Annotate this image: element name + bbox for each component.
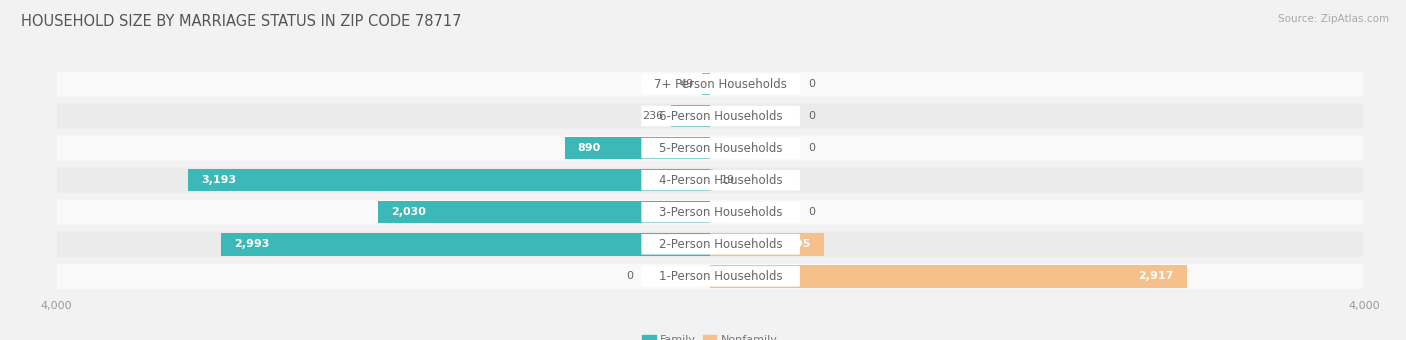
FancyBboxPatch shape (641, 74, 800, 94)
Text: 3,193: 3,193 (201, 175, 236, 185)
Text: 19: 19 (721, 175, 735, 185)
Text: 2,993: 2,993 (233, 239, 270, 249)
Bar (221, 233, 710, 256)
Text: 2,030: 2,030 (391, 207, 426, 217)
Bar (710, 233, 824, 256)
Bar (188, 169, 710, 191)
Bar (710, 265, 1187, 288)
Bar (710, 169, 713, 191)
Text: 49: 49 (679, 79, 693, 89)
FancyBboxPatch shape (641, 170, 800, 190)
FancyBboxPatch shape (58, 168, 1362, 193)
FancyBboxPatch shape (641, 106, 800, 126)
Text: HOUSEHOLD SIZE BY MARRIAGE STATUS IN ZIP CODE 78717: HOUSEHOLD SIZE BY MARRIAGE STATUS IN ZIP… (21, 14, 461, 29)
Bar (672, 105, 710, 127)
Text: Source: ZipAtlas.com: Source: ZipAtlas.com (1278, 14, 1389, 23)
FancyBboxPatch shape (58, 264, 1362, 289)
Bar (378, 201, 710, 223)
Text: 0: 0 (808, 207, 815, 217)
Text: 5-Person Households: 5-Person Households (659, 142, 782, 155)
FancyBboxPatch shape (641, 266, 800, 287)
Text: 3-Person Households: 3-Person Households (659, 206, 782, 219)
Text: 7+ Person Households: 7+ Person Households (654, 78, 787, 90)
Text: 6-Person Households: 6-Person Households (659, 109, 783, 123)
Legend: Family, Nonfamily: Family, Nonfamily (638, 330, 782, 340)
FancyBboxPatch shape (641, 202, 800, 222)
Text: 1-Person Households: 1-Person Households (659, 270, 783, 283)
FancyBboxPatch shape (641, 234, 800, 255)
FancyBboxPatch shape (58, 136, 1362, 160)
Text: 2-Person Households: 2-Person Households (659, 238, 783, 251)
FancyBboxPatch shape (58, 232, 1362, 257)
Text: 2,917: 2,917 (1139, 271, 1174, 282)
Text: 695: 695 (787, 239, 810, 249)
Text: 236: 236 (643, 111, 664, 121)
Text: 0: 0 (808, 111, 815, 121)
Text: 890: 890 (578, 143, 600, 153)
FancyBboxPatch shape (58, 104, 1362, 129)
Bar (565, 137, 710, 159)
Text: 4-Person Households: 4-Person Households (659, 174, 783, 187)
Text: 0: 0 (808, 143, 815, 153)
FancyBboxPatch shape (58, 71, 1362, 97)
FancyBboxPatch shape (641, 138, 800, 158)
Bar (702, 73, 710, 95)
FancyBboxPatch shape (58, 200, 1362, 225)
Text: 0: 0 (626, 271, 633, 282)
Text: 0: 0 (808, 79, 815, 89)
